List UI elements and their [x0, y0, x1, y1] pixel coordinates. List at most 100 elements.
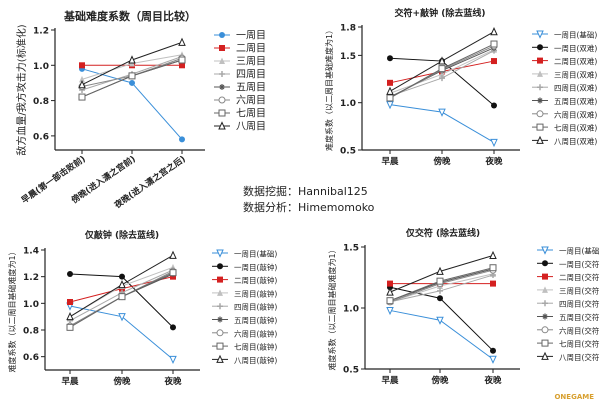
- legend-marker: [541, 339, 549, 347]
- y-tick-label: 1.2: [33, 27, 49, 37]
- legend-marker: [541, 326, 549, 334]
- y-axis-label: 敌方血量/我方攻击力(标准化): [15, 24, 28, 155]
- legend-label: 一周目(交符): [559, 259, 600, 269]
- data-point: [119, 273, 125, 280]
- legend-marker: [541, 246, 549, 255]
- legend-label: 四周目(交符): [559, 299, 600, 309]
- credit-data-mining: 数据挖掘：Hannibal125: [243, 185, 368, 198]
- y-tick-label: 0.8: [23, 327, 39, 337]
- legend-item: 八周目(敲钟): [212, 354, 277, 365]
- y-tick-label: 1.5: [343, 244, 359, 254]
- legend-label: 一周目(基础): [234, 249, 277, 259]
- legend-item: 七周目(双难): [532, 123, 597, 133]
- legend-marker: [542, 260, 548, 267]
- data-point: [439, 70, 445, 78]
- series-9: [386, 27, 498, 95]
- legend-label: 五周目: [236, 82, 266, 94]
- legend-item: 一周目(基础): [537, 246, 600, 256]
- legend-marker: [536, 123, 544, 131]
- data-point: [490, 40, 498, 48]
- legend-item: 七周目: [214, 108, 266, 120]
- legend-marker: [216, 354, 224, 363]
- legend-marker: [219, 32, 225, 38]
- x-tick-label: 夜晚: [163, 376, 182, 387]
- data-point: [169, 269, 177, 277]
- legend-item: 一周目(双难): [532, 43, 597, 53]
- x-tick-label: 早晨: [61, 376, 79, 387]
- series-1: [386, 306, 497, 364]
- credit-data-analysis: 数据分析：Himemomoko: [243, 201, 375, 214]
- series-9: [386, 250, 497, 296]
- legend-label: 一周目(基础): [559, 246, 600, 256]
- data-point: [490, 347, 496, 354]
- legend-item: 一周目(基础): [212, 249, 277, 259]
- legend-marker: [217, 289, 223, 296]
- legend-item: 二周目: [214, 43, 266, 55]
- legend-marker: [218, 121, 226, 130]
- data-point: [78, 80, 86, 89]
- legend-marker: [219, 71, 225, 77]
- legend-marker: [541, 351, 549, 360]
- legend-label: 二周目(交符): [559, 272, 600, 282]
- legend-label: 五周目(双难): [554, 96, 597, 106]
- legend-item: 二周目(交符): [537, 272, 600, 282]
- data-point: [490, 27, 498, 36]
- x-tick-label: 早晨: [381, 156, 399, 167]
- data-point: [438, 56, 446, 65]
- legend-item: 五周目: [214, 82, 266, 94]
- legend-item: 六周目(交符): [537, 325, 600, 335]
- series-7: [78, 56, 186, 101]
- legend-marker: [218, 96, 226, 104]
- legend-marker: [542, 286, 548, 293]
- data-point: [128, 55, 136, 64]
- legend-item: 八周目: [214, 121, 266, 133]
- series-2: [67, 271, 176, 331]
- legend-label: 三周目(双难): [554, 69, 597, 79]
- legend-label: 八周目(敲钟): [234, 355, 277, 365]
- data-point: [387, 280, 393, 287]
- legend-item: 四周目(交符): [537, 299, 600, 309]
- data-point: [436, 277, 444, 285]
- legend-item: 一周目(敲钟): [212, 262, 277, 272]
- legend-label: 六周目(敲钟): [234, 328, 277, 338]
- legend-marker: [218, 109, 226, 117]
- data-point: [169, 250, 177, 259]
- legend-marker: [216, 342, 224, 350]
- chart-title: 仅交符 (除去蓝线): [405, 227, 480, 239]
- legend-label: 六周目: [236, 95, 266, 107]
- y-tick-label: 1.4: [23, 247, 39, 257]
- legend-label: 三周目(敲钟): [234, 288, 277, 298]
- legend-label: 四周目(双难): [554, 83, 597, 93]
- data-point: [489, 355, 497, 364]
- watermark-logo: ONEGAME: [554, 393, 594, 401]
- legend-item: 五周目(双难): [532, 96, 597, 106]
- data-point: [437, 287, 443, 294]
- series-8: [66, 269, 177, 331]
- series-line: [81, 68, 183, 140]
- y-tick-label: 1.2: [23, 273, 39, 283]
- series-1: [386, 101, 498, 148]
- data-point: [490, 138, 498, 148]
- legend-item: 六周目: [214, 95, 266, 107]
- legend-label: 五周目(交符): [559, 312, 600, 322]
- y-tick-label: 0.5: [340, 147, 356, 157]
- data-point: [386, 86, 394, 95]
- legend-label: 七周目(敲钟): [234, 342, 277, 352]
- y-tick-label: 1.0: [23, 300, 39, 310]
- chart-4: 仅交符 (除去蓝线) 难度系数（以二周目基础难度为1） 0.5 1.0 1.5 早晨 傍晚 夜…: [327, 227, 600, 386]
- legend-label: 一周目(双难): [554, 43, 597, 53]
- y-tick-label: 0.6: [33, 132, 49, 142]
- legend-label: 一周目(基础): [554, 30, 597, 40]
- data-point: [436, 266, 444, 275]
- chart-title: 交符+敲钟 (除去蓝线): [395, 7, 486, 19]
- legend-label: 五周目(敲钟): [234, 315, 277, 325]
- legend-item: 三周目: [214, 56, 266, 68]
- data-point: [439, 75, 445, 82]
- data-point: [79, 62, 85, 69]
- y-tick-label: 0.8: [33, 97, 49, 107]
- legend-item: 四周目: [214, 69, 266, 81]
- legend-item: 七周目(交符): [537, 339, 600, 349]
- legend-label: 八周目(双难): [554, 136, 597, 146]
- legend-item: 六周目(敲钟): [212, 328, 277, 338]
